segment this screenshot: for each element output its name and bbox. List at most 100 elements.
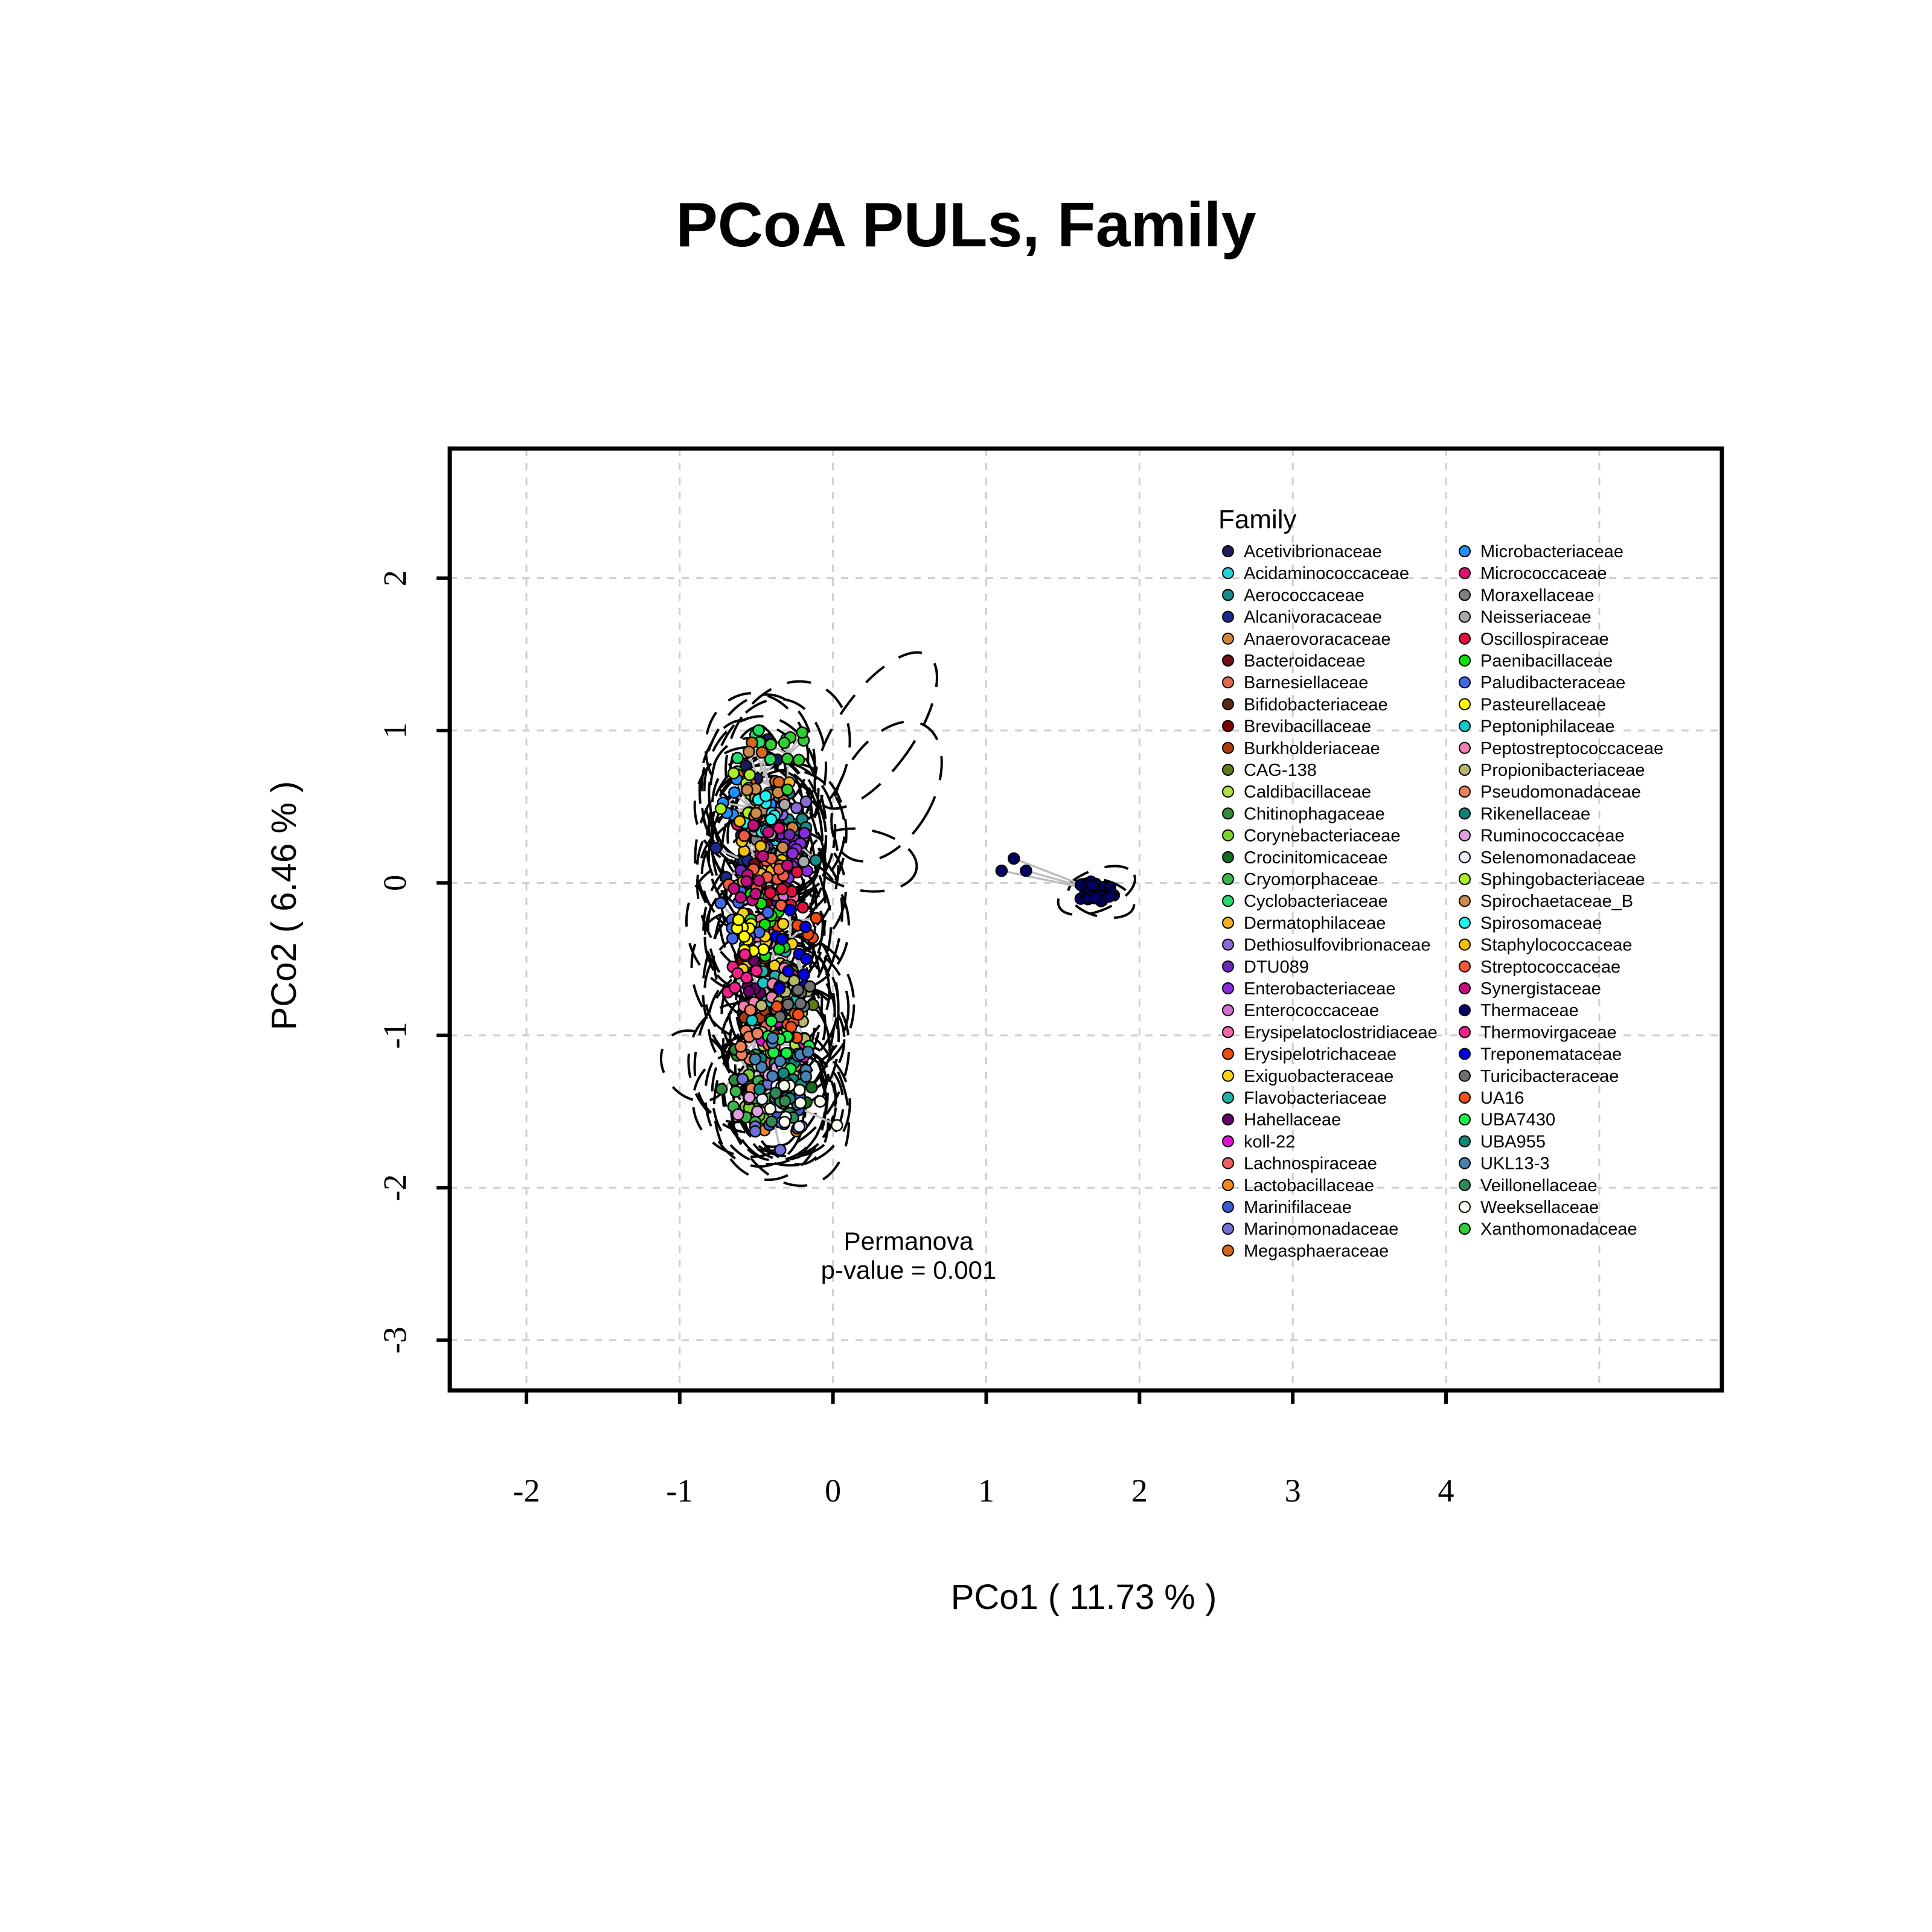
legend-marker (1459, 1069, 1471, 1082)
data-point (804, 980, 816, 993)
sample-points (709, 724, 1121, 1156)
group-ellipse (830, 720, 943, 863)
data-point (731, 752, 744, 764)
legend-marker (1459, 895, 1471, 907)
legend-item: Corynebacteriaceae (1244, 827, 1401, 846)
data-point (761, 906, 775, 919)
data-point (781, 752, 794, 766)
data-point (738, 830, 750, 842)
group-ellipse (1067, 877, 1136, 920)
data-point (738, 930, 750, 943)
data-point (773, 982, 786, 995)
legend-marker (1459, 807, 1471, 820)
data-point (793, 1120, 805, 1133)
group-ellipse (700, 693, 816, 868)
y-tick-label: 0 (377, 875, 413, 891)
legend-marker (1222, 960, 1234, 973)
legend-marker (1459, 589, 1471, 601)
legend-marker (1222, 1026, 1234, 1038)
data-point (1089, 892, 1101, 905)
legend-item: Burkholderiaceae (1244, 739, 1380, 758)
legend-marker (1222, 785, 1234, 798)
legend-item: Synergistaceae (1480, 979, 1601, 999)
group-ellipse (741, 1047, 837, 1161)
x-tick-label: 0 (825, 1473, 841, 1509)
legend-marker (1222, 829, 1234, 842)
legend-item: Caldibacillaceae (1244, 782, 1371, 802)
legend-item: Streptococcaceae (1480, 958, 1620, 977)
group-ellipse (729, 1046, 827, 1162)
data-point (799, 920, 812, 933)
legend-marker (1222, 1004, 1234, 1017)
group-ellipse (708, 697, 828, 866)
legend-item: Weeksellaceae (1480, 1198, 1599, 1217)
legend-item: DTU089 (1244, 958, 1309, 977)
data-point (727, 767, 740, 779)
data-point (746, 1014, 758, 1027)
legend-marker (1459, 1179, 1471, 1191)
data-point (740, 971, 753, 984)
legend-marker (1459, 676, 1471, 689)
legend-marker (1222, 1069, 1234, 1082)
data-point (1102, 890, 1116, 903)
data-point (752, 724, 765, 737)
data-point (743, 745, 755, 758)
data-point (755, 746, 769, 759)
legend-item: Oscillospiraceae (1480, 630, 1609, 649)
legend-item: Sphingobacteriaceae (1480, 870, 1645, 889)
legend-item: Turicibacteraceae (1480, 1067, 1619, 1086)
legend-item: Enterococcaceae (1244, 1001, 1379, 1020)
legend-item: Acidaminococcaceae (1244, 564, 1409, 583)
legend-marker (1459, 654, 1471, 667)
legend-marker (1459, 851, 1471, 863)
legend-marker (1222, 1157, 1234, 1169)
legend-marker (1222, 895, 1234, 907)
legend-marker (1222, 698, 1234, 711)
data-point (766, 1032, 779, 1044)
legend-marker (1222, 1223, 1234, 1235)
data-point (792, 753, 805, 767)
y-axis-ticks: -3 -2 -1 0 1 2 (377, 570, 450, 1354)
data-point (801, 1045, 814, 1058)
legend-item: Exiguobacteraceae (1244, 1067, 1393, 1086)
data-point (775, 933, 788, 945)
data-point (995, 864, 1008, 877)
group-ellipse (702, 849, 824, 1003)
data-point (1086, 879, 1098, 892)
legend-marker (1222, 1135, 1234, 1148)
legend-item: Flavobacteriaceae (1244, 1089, 1387, 1108)
data-point (762, 826, 775, 839)
chart-title: PCoA PULs, Family (676, 190, 1256, 260)
data-point (751, 1105, 764, 1118)
legend-item: Cyclobacteriaceae (1244, 892, 1388, 911)
legend-item: UKL13-3 (1480, 1154, 1549, 1174)
x-tick-label: 3 (1285, 1473, 1301, 1509)
data-point (783, 828, 796, 841)
y-axis-label: PCo2 ( 6.46 % ) (264, 781, 304, 1031)
data-point (778, 737, 791, 749)
legend-item: Peptostreptococcaceae (1480, 739, 1663, 758)
data-point (754, 840, 767, 852)
legend-item: Megasphaeraceae (1244, 1241, 1389, 1261)
data-point (751, 1027, 764, 1040)
legend-marker (1222, 1179, 1234, 1191)
data-point (709, 842, 723, 854)
legend-item: Bacteroidaceae (1244, 651, 1366, 671)
data-point (736, 1072, 749, 1086)
legend-item: Chitinophagaceae (1244, 804, 1385, 824)
legend-item: Aerococcaceae (1244, 586, 1364, 605)
data-point (764, 753, 777, 766)
data-point (796, 726, 808, 739)
data-point (764, 1102, 776, 1115)
data-point (793, 1084, 806, 1096)
data-point (781, 998, 795, 1011)
legend-marker (1222, 567, 1234, 580)
data-point (752, 874, 766, 887)
x-axis-label: PCo1 ( 11.73 % ) (951, 1578, 1217, 1617)
legend-marker (1459, 916, 1471, 929)
legend-item: Microbacteriaceae (1480, 542, 1623, 561)
legend-item: Moraxellaceae (1480, 586, 1595, 605)
legend-item: CAG-138 (1244, 761, 1317, 780)
legend-marker (1222, 764, 1234, 776)
data-point (759, 790, 772, 802)
